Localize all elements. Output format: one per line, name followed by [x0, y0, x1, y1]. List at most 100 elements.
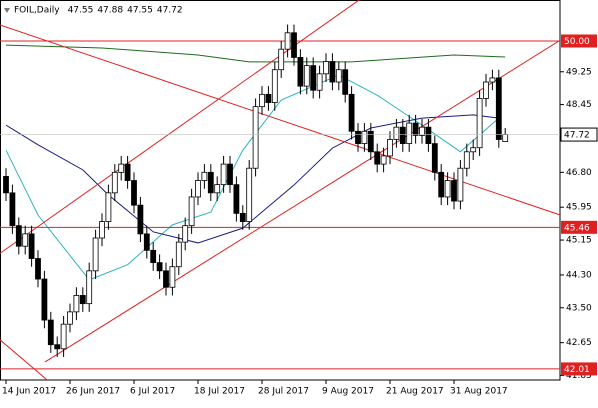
candle-body: [195, 180, 201, 198]
candle-body: [316, 73, 323, 91]
plot-area: [0, 0, 560, 380]
candle-body: [150, 249, 157, 264]
x-tick-label: 18 Jul 2017: [194, 387, 245, 397]
candle-body: [131, 180, 137, 206]
candle-body: [342, 69, 349, 95]
candle-body: [451, 180, 457, 202]
candle-body: [265, 93, 272, 103]
candle-body: [188, 196, 195, 227]
candle-body: [175, 241, 182, 268]
candle-body: [220, 163, 227, 186]
candle-body: [361, 130, 368, 144]
y-tick-label: 45.15: [566, 236, 592, 246]
candle-body: [41, 278, 48, 321]
candle-body: [291, 32, 297, 58]
level-label-box: [561, 362, 597, 376]
candle-body: [438, 171, 445, 198]
y-tick-label: 45.95: [566, 203, 592, 213]
candle-body: [310, 65, 317, 91]
y-tick-label: 43.50: [566, 303, 592, 313]
candle-body: [47, 319, 54, 346]
candle-body: [278, 48, 285, 71]
candle-body: [233, 184, 240, 214]
x-tick-label: 26 Jun 2017: [66, 387, 120, 397]
x-tick-label: 21 Aug 2017: [386, 387, 444, 397]
candle-body: [124, 163, 131, 181]
candle-body: [297, 57, 304, 87]
x-tick-label: 28 Jul 2017: [258, 387, 309, 397]
trend-line: [0, 0, 360, 254]
candle-body: [111, 171, 118, 194]
y-tick-label: 46.80: [566, 168, 592, 178]
title-value: 47.72: [157, 6, 183, 16]
candle-body: [9, 192, 16, 227]
candle-body: [323, 61, 329, 75]
x-tick-label: 31 Aug 2017: [450, 387, 508, 397]
candle-body: [86, 270, 93, 305]
candle-body: [399, 126, 406, 144]
candle-body: [431, 143, 438, 173]
candle-body: [329, 61, 336, 83]
candle-body: [355, 130, 361, 144]
candle-body: [387, 139, 393, 157]
candle-body: [79, 295, 86, 305]
price-label: 47.72: [564, 131, 590, 141]
candle-body: [502, 134, 509, 142]
y-tick-label: 48.45: [566, 100, 592, 110]
candle-body: [393, 126, 400, 140]
candle-body: [137, 204, 144, 235]
candle-body: [335, 69, 342, 83]
candle-body: [54, 344, 61, 350]
level-label: 45.46: [564, 223, 590, 233]
title-value: 47.88: [97, 6, 123, 16]
candle-body: [239, 212, 246, 222]
candle-body: [495, 77, 502, 140]
title-value: 47.55: [127, 6, 153, 16]
candle-body: [3, 176, 9, 194]
price-label-box: [560, 127, 598, 142]
symbol-icon: [4, 8, 10, 13]
candle-body: [163, 270, 169, 288]
candle-body: [214, 184, 221, 194]
level-label-box: [561, 34, 597, 48]
candle-body: [348, 93, 355, 132]
candle-body: [419, 126, 425, 136]
candle-body: [476, 98, 483, 149]
y-tick-label: 44.30: [566, 270, 592, 280]
candle-body: [15, 225, 22, 247]
candle-body: [201, 171, 208, 181]
candle-body: [259, 93, 265, 108]
level-label: 50.00: [564, 37, 590, 47]
trend-line: [44, 39, 560, 363]
y-tick-label: 41.85: [566, 371, 592, 381]
trend-line: [0, 339, 48, 380]
y-tick-label: 49.25: [566, 67, 592, 77]
candle-body: [380, 155, 387, 165]
candle-body: [483, 81, 489, 99]
candle-body: [412, 122, 419, 136]
level-label: 42.01: [564, 365, 590, 375]
moving-average: [5, 44, 506, 63]
candle-body: [470, 147, 477, 153]
title-value: 47.55: [68, 6, 94, 16]
candle-body: [271, 69, 278, 103]
candle-body: [28, 233, 35, 259]
candle-body: [67, 311, 73, 325]
candle-body: [246, 167, 253, 222]
candle-body: [252, 106, 259, 169]
candle-body: [444, 180, 451, 198]
candle-body: [489, 77, 496, 83]
candle-body: [457, 167, 464, 202]
candle-body: [143, 233, 150, 251]
candle-body: [118, 163, 125, 173]
candle-body: [207, 171, 214, 194]
candle-body: [99, 221, 105, 239]
candle-body: [60, 323, 67, 350]
candle-body: [303, 65, 310, 87]
level-label-box: [561, 220, 597, 234]
x-tick-label: 9 Aug 2017: [322, 387, 374, 397]
y-tick-label: 42.65: [566, 338, 592, 348]
candle-body: [284, 32, 291, 50]
